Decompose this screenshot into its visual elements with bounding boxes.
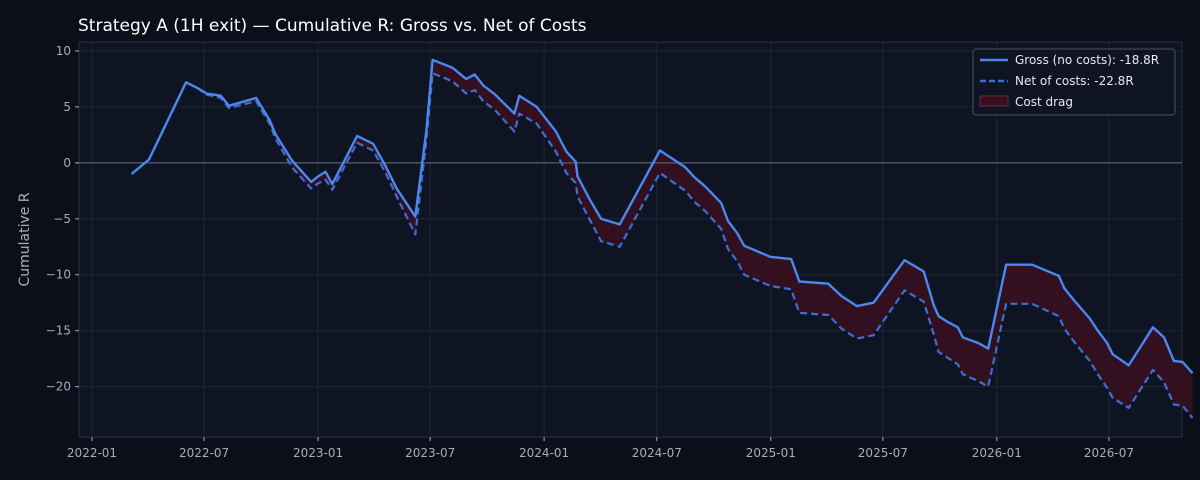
- x-tick-label: 2022-01: [67, 446, 117, 460]
- y-tick-label: −15: [46, 324, 71, 338]
- legend-label-gross: Gross (no costs): -18.8R: [1015, 53, 1159, 67]
- x-tick-label: 2023-07: [405, 446, 455, 460]
- legend: Gross (no costs): -18.8R Net of costs: -…: [972, 48, 1176, 116]
- x-tick-label: 2026-01: [972, 446, 1022, 460]
- series-layer: [130, 58, 1194, 419]
- y-tick-label: −5: [53, 212, 71, 226]
- x-axis-ticks: 2022-01 2022-07 2023-01 2023-07 2024-01 2024-…: [67, 437, 1134, 460]
- y-tick-label: 5: [63, 100, 71, 114]
- legend-box: [972, 48, 1176, 116]
- y-tick-label: −20: [46, 380, 71, 394]
- legend-label-cost-drag: Cost drag: [1015, 95, 1073, 109]
- series-line-net: [130, 72, 1194, 419]
- x-tick-label: 2024-07: [632, 446, 682, 460]
- x-tick-label: 2025-01: [746, 446, 796, 460]
- x-tick-label: 2026-07: [1084, 446, 1134, 460]
- x-tick-label: 2023-01: [293, 446, 343, 460]
- x-tick-label: 2024-01: [519, 446, 569, 460]
- y-tick-label: 10: [56, 44, 71, 58]
- y-tick-label: 0: [63, 156, 71, 170]
- chart-title: Strategy A (1H exit) — Cumulative R: Gro…: [78, 16, 587, 36]
- y-tick-label: −10: [46, 268, 71, 282]
- y-axis-ticks: 10 5 0 −5 −10 −15 −20: [46, 44, 79, 394]
- series-line-gross: [130, 58, 1194, 374]
- x-tick-label: 2022-07: [179, 446, 229, 460]
- y-axis-label: Cumulative R: [17, 192, 33, 286]
- legend-label-net: Net of costs: -22.8R: [1015, 74, 1134, 88]
- x-tick-label: 2025-07: [858, 446, 908, 460]
- legend-swatch-cost-drag: [979, 95, 1009, 107]
